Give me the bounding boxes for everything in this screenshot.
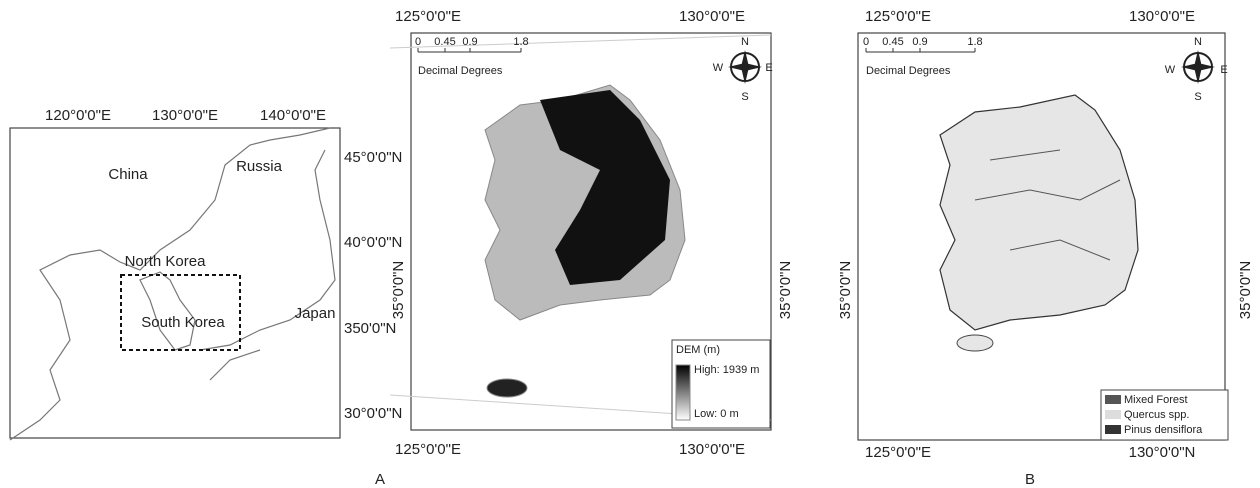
latitude-label: 35°0'0"N	[1237, 261, 1254, 319]
place-name: North Korea	[125, 253, 207, 270]
legend-label: Low: 0 m	[694, 408, 739, 420]
scale-tick: 0	[415, 36, 421, 48]
study-area-box	[120, 274, 241, 351]
scale-tick: 1.8	[513, 36, 528, 48]
place-name: South Korea	[141, 314, 225, 331]
longitude-label: 130°0'0"E	[679, 441, 745, 458]
latitude-label: 350'0"N	[344, 320, 396, 337]
place-name: Japan	[295, 305, 336, 322]
latitude-label: 35°0'0"N	[777, 261, 794, 319]
forest-map: 125°0'0"E 130°0'0"E 125°0'0"E 130°0'0"N …	[837, 8, 1254, 488]
scale-bar: 0 0.45 0.9 1.8 Decimal Degrees	[863, 36, 983, 77]
dem-map: 125°0'0"E 130°0'0"E 125°0'0"E 130°0'0"E …	[375, 8, 794, 488]
longitude-label: 120°0'0"E	[45, 107, 111, 124]
compass-label: E	[1220, 64, 1227, 76]
longitude-label: 130°0'0"E	[679, 8, 745, 25]
latitude-label: 40°0'0"N	[344, 234, 402, 251]
panel-label: B	[1025, 471, 1035, 488]
legend-label: High: 1939 m	[694, 364, 759, 376]
scale-tick: 0.9	[912, 36, 927, 48]
province-boundary	[974, 149, 1121, 261]
panel-label: A	[375, 471, 385, 488]
longitude-label: 130°0'0"N	[1129, 444, 1196, 461]
longitude-label: 125°0'0"E	[865, 8, 931, 25]
overview-map: 120°0'0"E 130°0'0"E 140°0'0"E 45°0'0"N 4…	[9, 107, 402, 441]
south-korea	[939, 94, 1139, 331]
map-frame	[9, 127, 341, 439]
latitude-label: 35°0'0"N	[390, 261, 407, 319]
longitude-label: 130°0'0"E	[152, 107, 218, 124]
legend-label: Pinus densiflora	[1124, 424, 1203, 436]
map-frame	[410, 32, 772, 431]
highlands	[540, 90, 670, 285]
legend: DEM (m) High: 1939 m Low: 0 m	[671, 339, 771, 429]
graticule	[389, 34, 772, 49]
coastline	[139, 271, 196, 351]
scale-tick: 0	[863, 36, 869, 48]
place-name: China	[108, 166, 148, 183]
scale-bar: 0 0.45 0.9 1.8 Decimal Degrees	[415, 36, 529, 77]
legend-label: Mixed Forest	[1124, 394, 1188, 406]
longitude-label: 140°0'0"E	[260, 107, 326, 124]
latitude-label: 35°0'0"N	[837, 261, 854, 319]
place-name: Russia	[236, 158, 283, 175]
longitude-label: 125°0'0"E	[395, 441, 461, 458]
scale-tick: 1.8	[967, 36, 982, 48]
latitude-label: 45°0'0"N	[344, 149, 402, 166]
scale-tick: 0.9	[462, 36, 477, 48]
compass-label: N	[741, 36, 749, 48]
legend-title: DEM (m)	[676, 344, 720, 356]
compass: N W E S	[1165, 36, 1228, 103]
longitude-label: 125°0'0"E	[865, 444, 931, 461]
compass-label: E	[765, 62, 772, 74]
compass-label: S	[1194, 91, 1201, 103]
compass-label: W	[713, 62, 724, 74]
coastline	[9, 127, 331, 441]
compass-label: S	[741, 91, 748, 103]
scale-unit: Decimal Degrees	[866, 65, 951, 77]
legend: Mixed Forest Quercus spp. Pinus densiflo…	[1100, 389, 1229, 441]
legend-label: Quercus spp.	[1124, 409, 1189, 421]
scale-tick: 0.45	[434, 36, 455, 48]
scale-tick: 0.45	[882, 36, 903, 48]
latitude-label: 30°0'0"N	[344, 405, 402, 422]
compass: N W E S	[713, 36, 773, 103]
coastline	[199, 149, 336, 381]
jeju-island	[956, 334, 994, 352]
longitude-label: 125°0'0"E	[395, 8, 461, 25]
compass-label: N	[1194, 36, 1202, 48]
longitude-label: 130°0'0"E	[1129, 8, 1195, 25]
jeju-island	[486, 378, 528, 398]
compass-label: W	[1165, 64, 1176, 76]
map-frame	[857, 32, 1226, 441]
scale-unit: Decimal Degrees	[418, 65, 503, 77]
